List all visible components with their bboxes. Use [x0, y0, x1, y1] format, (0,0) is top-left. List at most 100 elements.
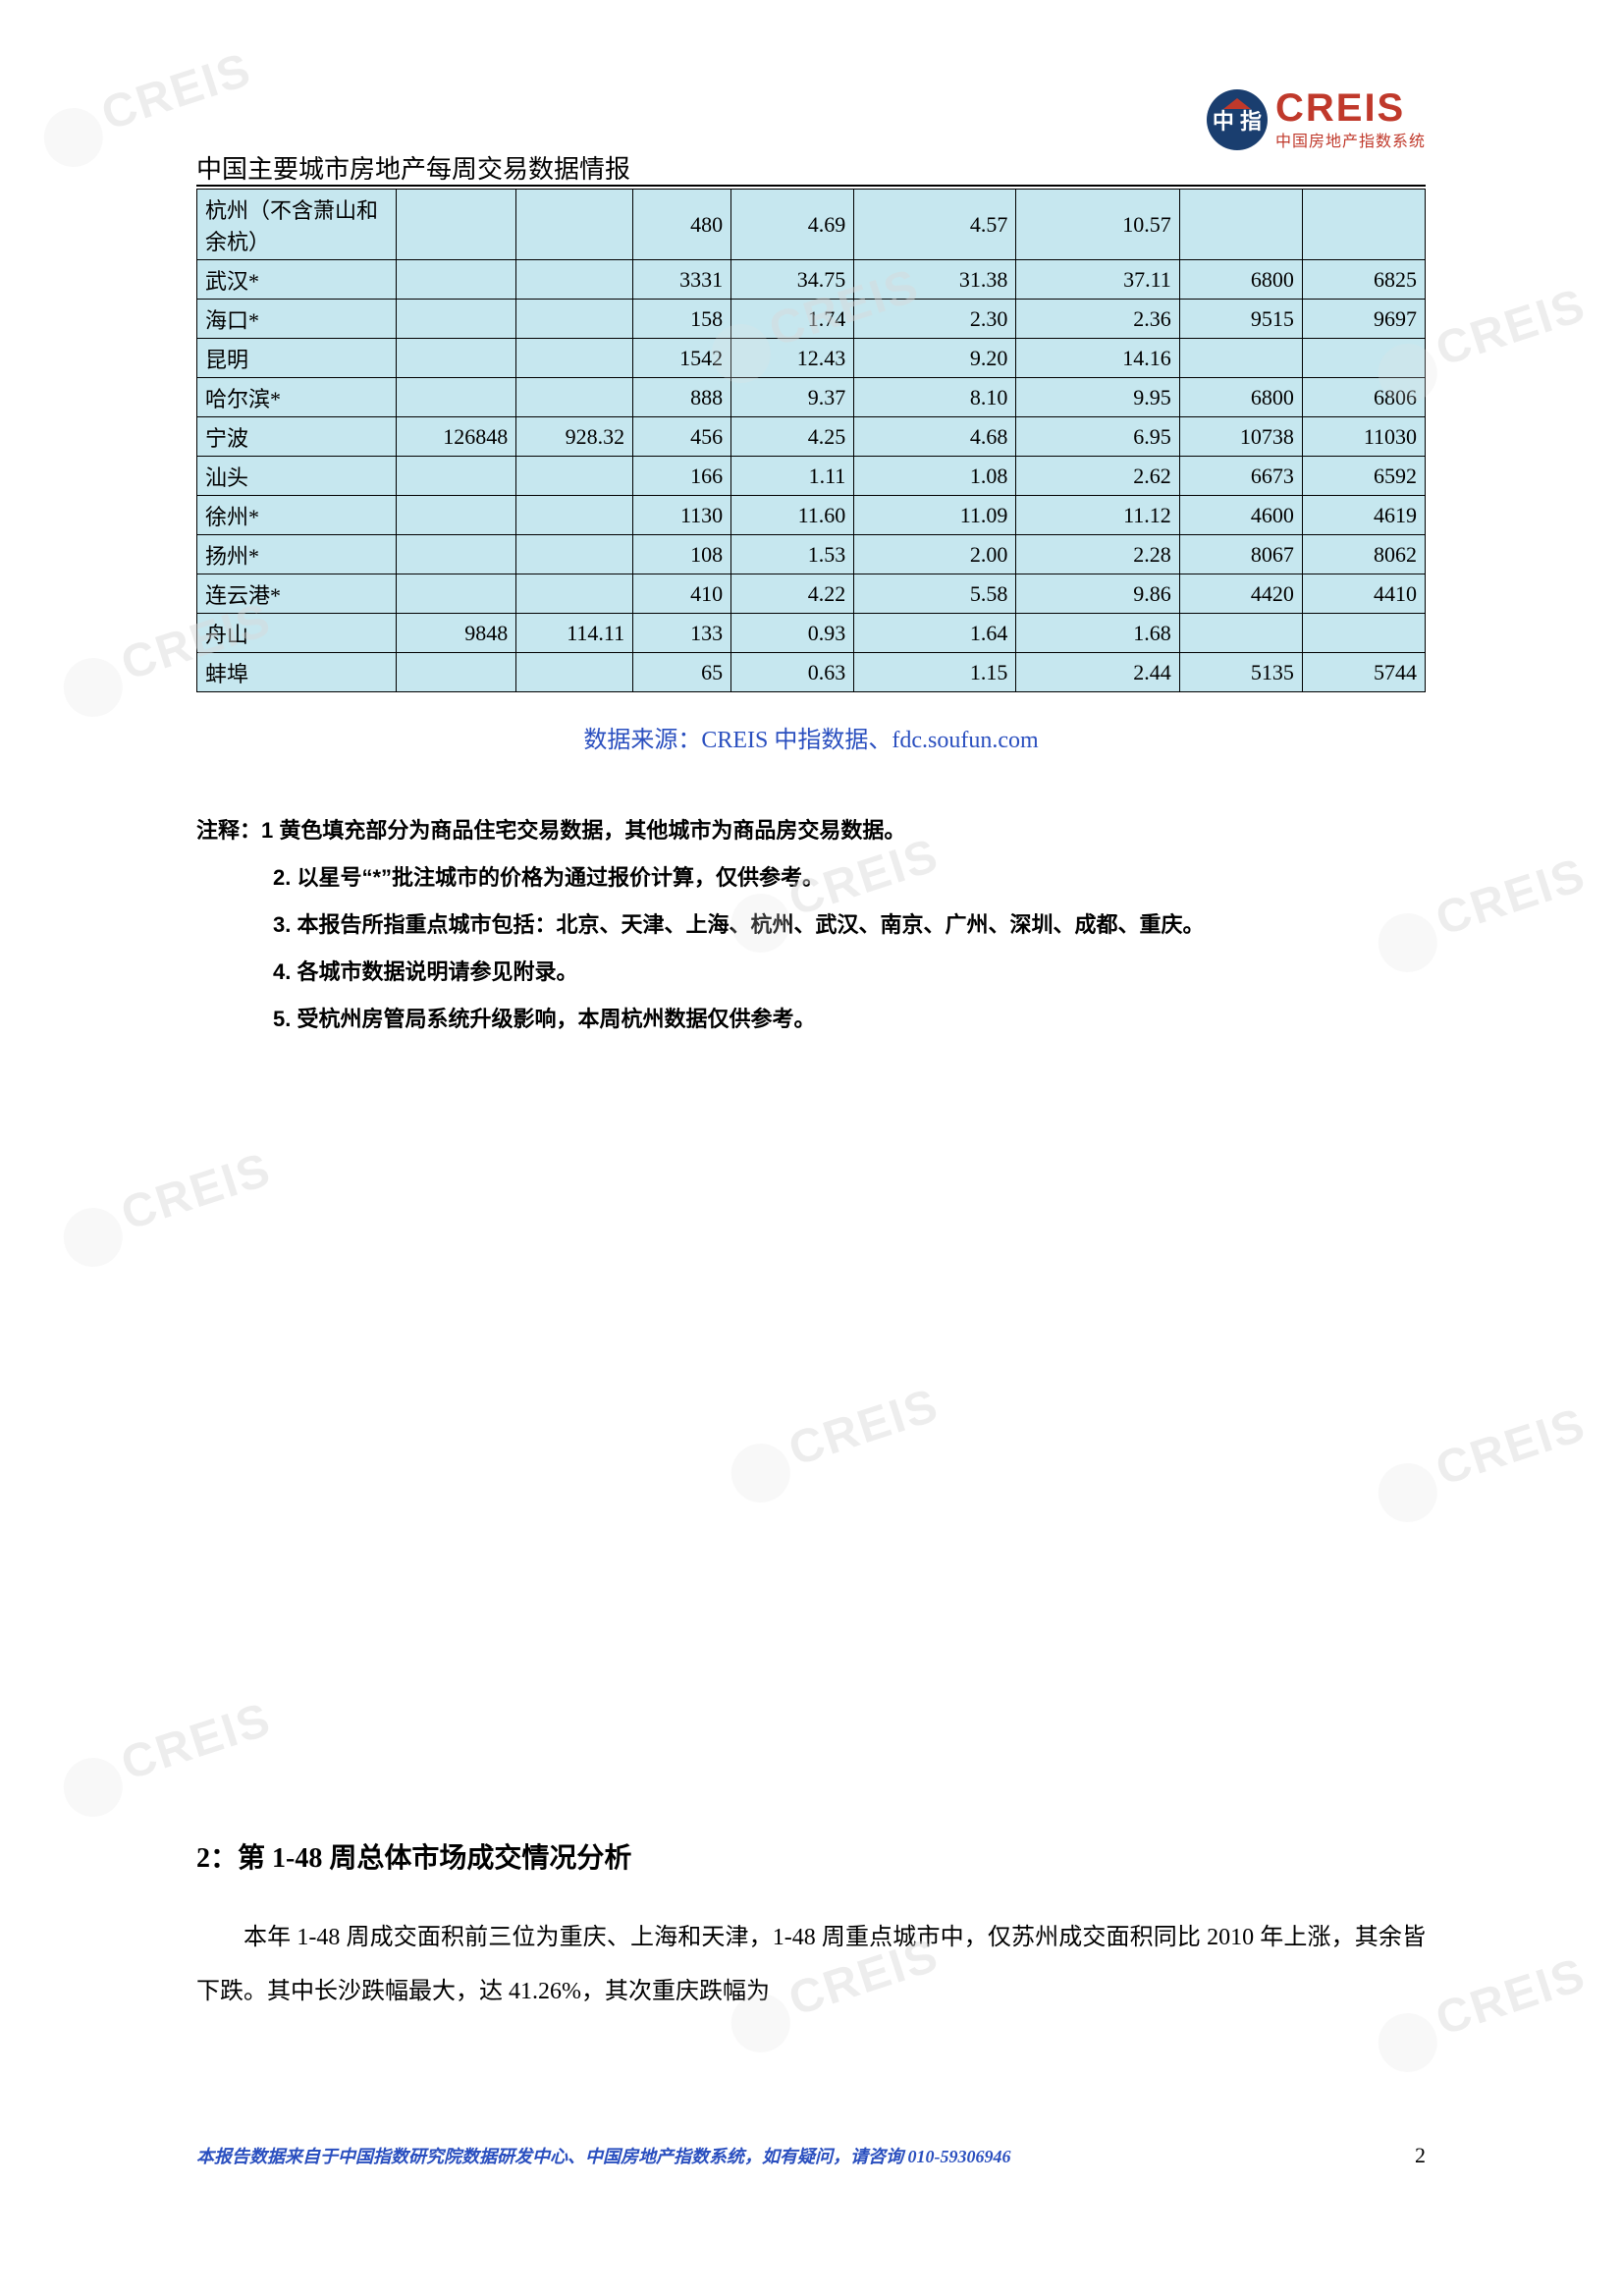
value-cell: [1179, 614, 1302, 653]
value-cell: [516, 535, 633, 574]
value-cell: [1302, 190, 1425, 260]
value-cell: 65: [633, 653, 731, 692]
value-cell: [396, 378, 516, 417]
value-cell: 10738: [1179, 417, 1302, 457]
value-cell: 4.25: [731, 417, 854, 457]
logo-text: CREIS 中国房地产指数系统: [1275, 88, 1426, 151]
city-cell: 蚌埠: [197, 653, 397, 692]
value-cell: [516, 378, 633, 417]
value-cell: [516, 190, 633, 260]
table-row: 舟山9848114.111330.931.641.68: [197, 614, 1426, 653]
value-cell: 10.57: [1016, 190, 1179, 260]
value-cell: 1.11: [731, 457, 854, 496]
table-row: 海口*1581.742.302.3695159697: [197, 300, 1426, 339]
value-cell: [516, 300, 633, 339]
value-cell: 5744: [1302, 653, 1425, 692]
value-cell: [396, 653, 516, 692]
table-row: 汕头1661.111.082.6266736592: [197, 457, 1426, 496]
value-cell: [396, 535, 516, 574]
note-2: 2. 以星号“*”批注城市的价格为通过报价计算，仅供参考。: [196, 856, 1426, 900]
value-cell: 1.74: [731, 300, 854, 339]
note-3: 3. 本报告所指重点城市包括：北京、天津、上海、杭州、武汉、南京、广州、深圳、成…: [196, 903, 1426, 947]
value-cell: 8.10: [854, 378, 1016, 417]
value-cell: 11030: [1302, 417, 1425, 457]
creis-logo: 中 指 CREIS 中国房地产指数系统: [1207, 88, 1426, 151]
value-cell: 114.11: [516, 614, 633, 653]
value-cell: 166: [633, 457, 731, 496]
table-row: 哈尔滨*8889.378.109.9568006806: [197, 378, 1426, 417]
value-cell: [1179, 190, 1302, 260]
city-cell: 汕头: [197, 457, 397, 496]
value-cell: [396, 260, 516, 300]
value-cell: [1179, 339, 1302, 378]
value-cell: 6806: [1302, 378, 1425, 417]
logo-sub: 中国房地产指数系统: [1275, 128, 1426, 151]
logo-main: CREIS: [1275, 88, 1426, 128]
value-cell: 11.60: [731, 496, 854, 535]
table-row: 昆明154212.439.2014.16: [197, 339, 1426, 378]
value-cell: [516, 496, 633, 535]
value-cell: 6800: [1179, 260, 1302, 300]
value-cell: 2.30: [854, 300, 1016, 339]
city-cell: 扬州*: [197, 535, 397, 574]
value-cell: 6673: [1179, 457, 1302, 496]
value-cell: 2.36: [1016, 300, 1179, 339]
value-cell: 1130: [633, 496, 731, 535]
value-cell: 9697: [1302, 300, 1425, 339]
table-row: 徐州*113011.6011.0911.1246004619: [197, 496, 1426, 535]
city-cell: 昆明: [197, 339, 397, 378]
value-cell: 9.20: [854, 339, 1016, 378]
value-cell: 1.64: [854, 614, 1016, 653]
value-cell: 2.44: [1016, 653, 1179, 692]
value-cell: [516, 574, 633, 614]
value-cell: [516, 260, 633, 300]
data-table-wrap: 杭州（不含萧山和余杭）4804.694.5710.57武汉*333134.753…: [196, 189, 1426, 1045]
page-footer: 本报告数据来自于中国指数研究院数据研发中心、中国房地产指数系统，如有疑问，请咨询…: [196, 2143, 1426, 2168]
notes-prefix: 注释：: [196, 818, 261, 843]
value-cell: 6800: [1179, 378, 1302, 417]
value-cell: 1.08: [854, 457, 1016, 496]
value-cell: 9.37: [731, 378, 854, 417]
watermark-icon: CREIS: [54, 1696, 282, 1824]
section-2: 2：第 1-48 周总体市场成交情况分析 本年 1-48 周成交面积前三位为重庆…: [196, 1836, 1426, 2019]
table-row: 扬州*1081.532.002.2880678062: [197, 535, 1426, 574]
value-cell: 126848: [396, 417, 516, 457]
logo-badge-icon: 中 指: [1207, 89, 1268, 150]
city-cell: 宁波: [197, 417, 397, 457]
value-cell: 3331: [633, 260, 731, 300]
value-cell: 37.11: [1016, 260, 1179, 300]
watermark-icon: CREIS: [722, 1382, 949, 1509]
watermark-icon: CREIS: [54, 1146, 282, 1274]
value-cell: 480: [633, 190, 731, 260]
value-cell: [396, 339, 516, 378]
value-cell: [1302, 614, 1425, 653]
value-cell: 0.63: [731, 653, 854, 692]
value-cell: 158: [633, 300, 731, 339]
data-source-line: 数据来源：CREIS 中指数据、fdc.soufun.com: [196, 720, 1426, 754]
value-cell: 34.75: [731, 260, 854, 300]
value-cell: 2.62: [1016, 457, 1179, 496]
section-2-body: 本年 1-48 周成交面积前三位为重庆、上海和天津，1-48 周重点城市中，仅苏…: [196, 1911, 1426, 2019]
value-cell: 4.22: [731, 574, 854, 614]
value-cell: [396, 457, 516, 496]
value-cell: 133: [633, 614, 731, 653]
value-cell: [396, 190, 516, 260]
footer-source: 本报告数据来自于中国指数研究院数据研发中心、中国房地产指数系统，如有疑问，请咨询…: [196, 2143, 1011, 2168]
value-cell: 11.12: [1016, 496, 1179, 535]
page: 中 指 CREIS 中国房地产指数系统 中国主要城市房地产每周交易数据情报 杭州…: [0, 0, 1622, 2296]
value-cell: 4600: [1179, 496, 1302, 535]
value-cell: 8067: [1179, 535, 1302, 574]
value-cell: 31.38: [854, 260, 1016, 300]
table-row: 连云港*4104.225.589.8644204410: [197, 574, 1426, 614]
value-cell: 1542: [633, 339, 731, 378]
value-cell: [516, 457, 633, 496]
value-cell: 4619: [1302, 496, 1425, 535]
value-cell: 888: [633, 378, 731, 417]
city-cell: 武汉*: [197, 260, 397, 300]
city-cell: 哈尔滨*: [197, 378, 397, 417]
value-cell: 14.16: [1016, 339, 1179, 378]
value-cell: 928.32: [516, 417, 633, 457]
value-cell: 5.58: [854, 574, 1016, 614]
value-cell: [1302, 339, 1425, 378]
header-rule: [196, 185, 1426, 187]
